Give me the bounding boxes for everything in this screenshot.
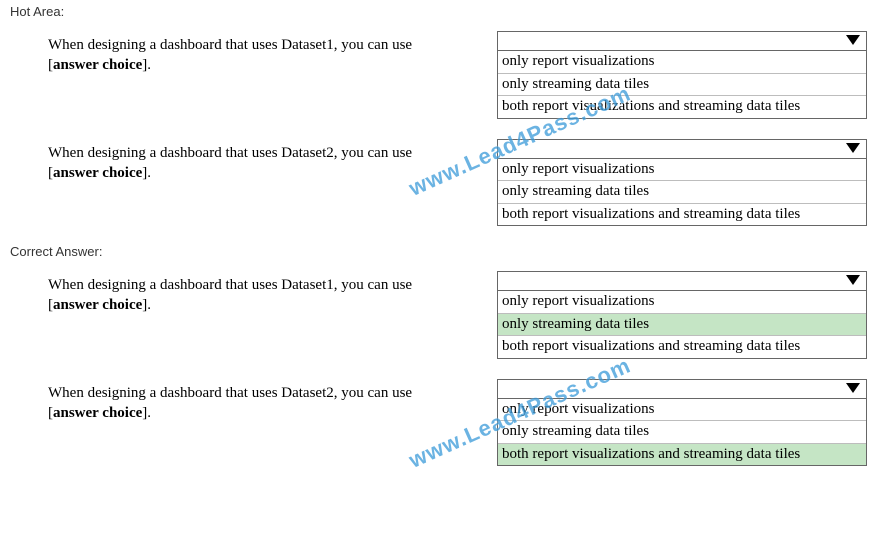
aq1-text-c: ].: [142, 297, 151, 313]
q2-answer-col: only report visualizations only streamin…: [497, 139, 867, 227]
q2-text-c: ].: [142, 165, 151, 181]
q2-options: only report visualizations only streamin…: [497, 159, 867, 227]
aq2-option-1[interactable]: only report visualizations: [498, 399, 866, 422]
q2-option-1[interactable]: only report visualizations: [498, 159, 866, 182]
q1-answer-col: only report visualizations only streamin…: [497, 31, 867, 119]
aq1-option-3[interactable]: both report visualizations and streaming…: [498, 336, 866, 358]
q1-dropdown-header[interactable]: [497, 31, 867, 51]
aq1-option-2[interactable]: only streaming data tiles: [498, 314, 866, 337]
aq1-options: only report visualizations only streamin…: [497, 291, 867, 359]
correct-answer-label: Correct Answer:: [0, 240, 887, 265]
chevron-down-icon: [846, 143, 860, 153]
aq1-option-1[interactable]: only report visualizations: [498, 291, 866, 314]
q2-dropdown-header[interactable]: [497, 139, 867, 159]
aq2-dropdown-header[interactable]: [497, 379, 867, 399]
aq1-text-b: answer choice: [53, 297, 142, 313]
q1-prompt: When designing a dashboard that uses Dat…: [48, 31, 443, 76]
answer-q1: When designing a dashboard that uses Dat…: [0, 265, 887, 373]
aq2-answer-col: only report visualizations only streamin…: [497, 379, 867, 467]
chevron-down-icon: [846, 383, 860, 393]
aq1-answer-col: only report visualizations only streamin…: [497, 271, 867, 359]
q1-option-3[interactable]: both report visualizations and streaming…: [498, 96, 866, 118]
aq2-option-3[interactable]: both report visualizations and streaming…: [498, 444, 866, 466]
aq1-prompt: When designing a dashboard that uses Dat…: [48, 271, 443, 316]
aq2-option-2[interactable]: only streaming data tiles: [498, 421, 866, 444]
aq2-options: only report visualizations only streamin…: [497, 399, 867, 467]
q1-option-2[interactable]: only streaming data tiles: [498, 74, 866, 97]
hotarea-q2: When designing a dashboard that uses Dat…: [0, 133, 887, 241]
aq1-dropdown-header[interactable]: [497, 271, 867, 291]
chevron-down-icon: [846, 35, 860, 45]
q1-text-b: answer choice: [53, 57, 142, 73]
q2-option-2[interactable]: only streaming data tiles: [498, 181, 866, 204]
aq2-prompt: When designing a dashboard that uses Dat…: [48, 379, 443, 424]
q1-text-c: ].: [142, 57, 151, 73]
answer-q2: When designing a dashboard that uses Dat…: [0, 373, 887, 481]
chevron-down-icon: [846, 275, 860, 285]
q1-options: only report visualizations only streamin…: [497, 51, 867, 119]
q1-option-1[interactable]: only report visualizations: [498, 51, 866, 74]
aq2-text-b: answer choice: [53, 405, 142, 421]
q2-option-3[interactable]: both report visualizations and streaming…: [498, 204, 866, 226]
aq2-text-c: ].: [142, 405, 151, 421]
hot-area-label: Hot Area:: [0, 0, 887, 25]
q2-text-b: answer choice: [53, 165, 142, 181]
q2-prompt: When designing a dashboard that uses Dat…: [48, 139, 443, 184]
hotarea-q1: When designing a dashboard that uses Dat…: [0, 25, 887, 133]
